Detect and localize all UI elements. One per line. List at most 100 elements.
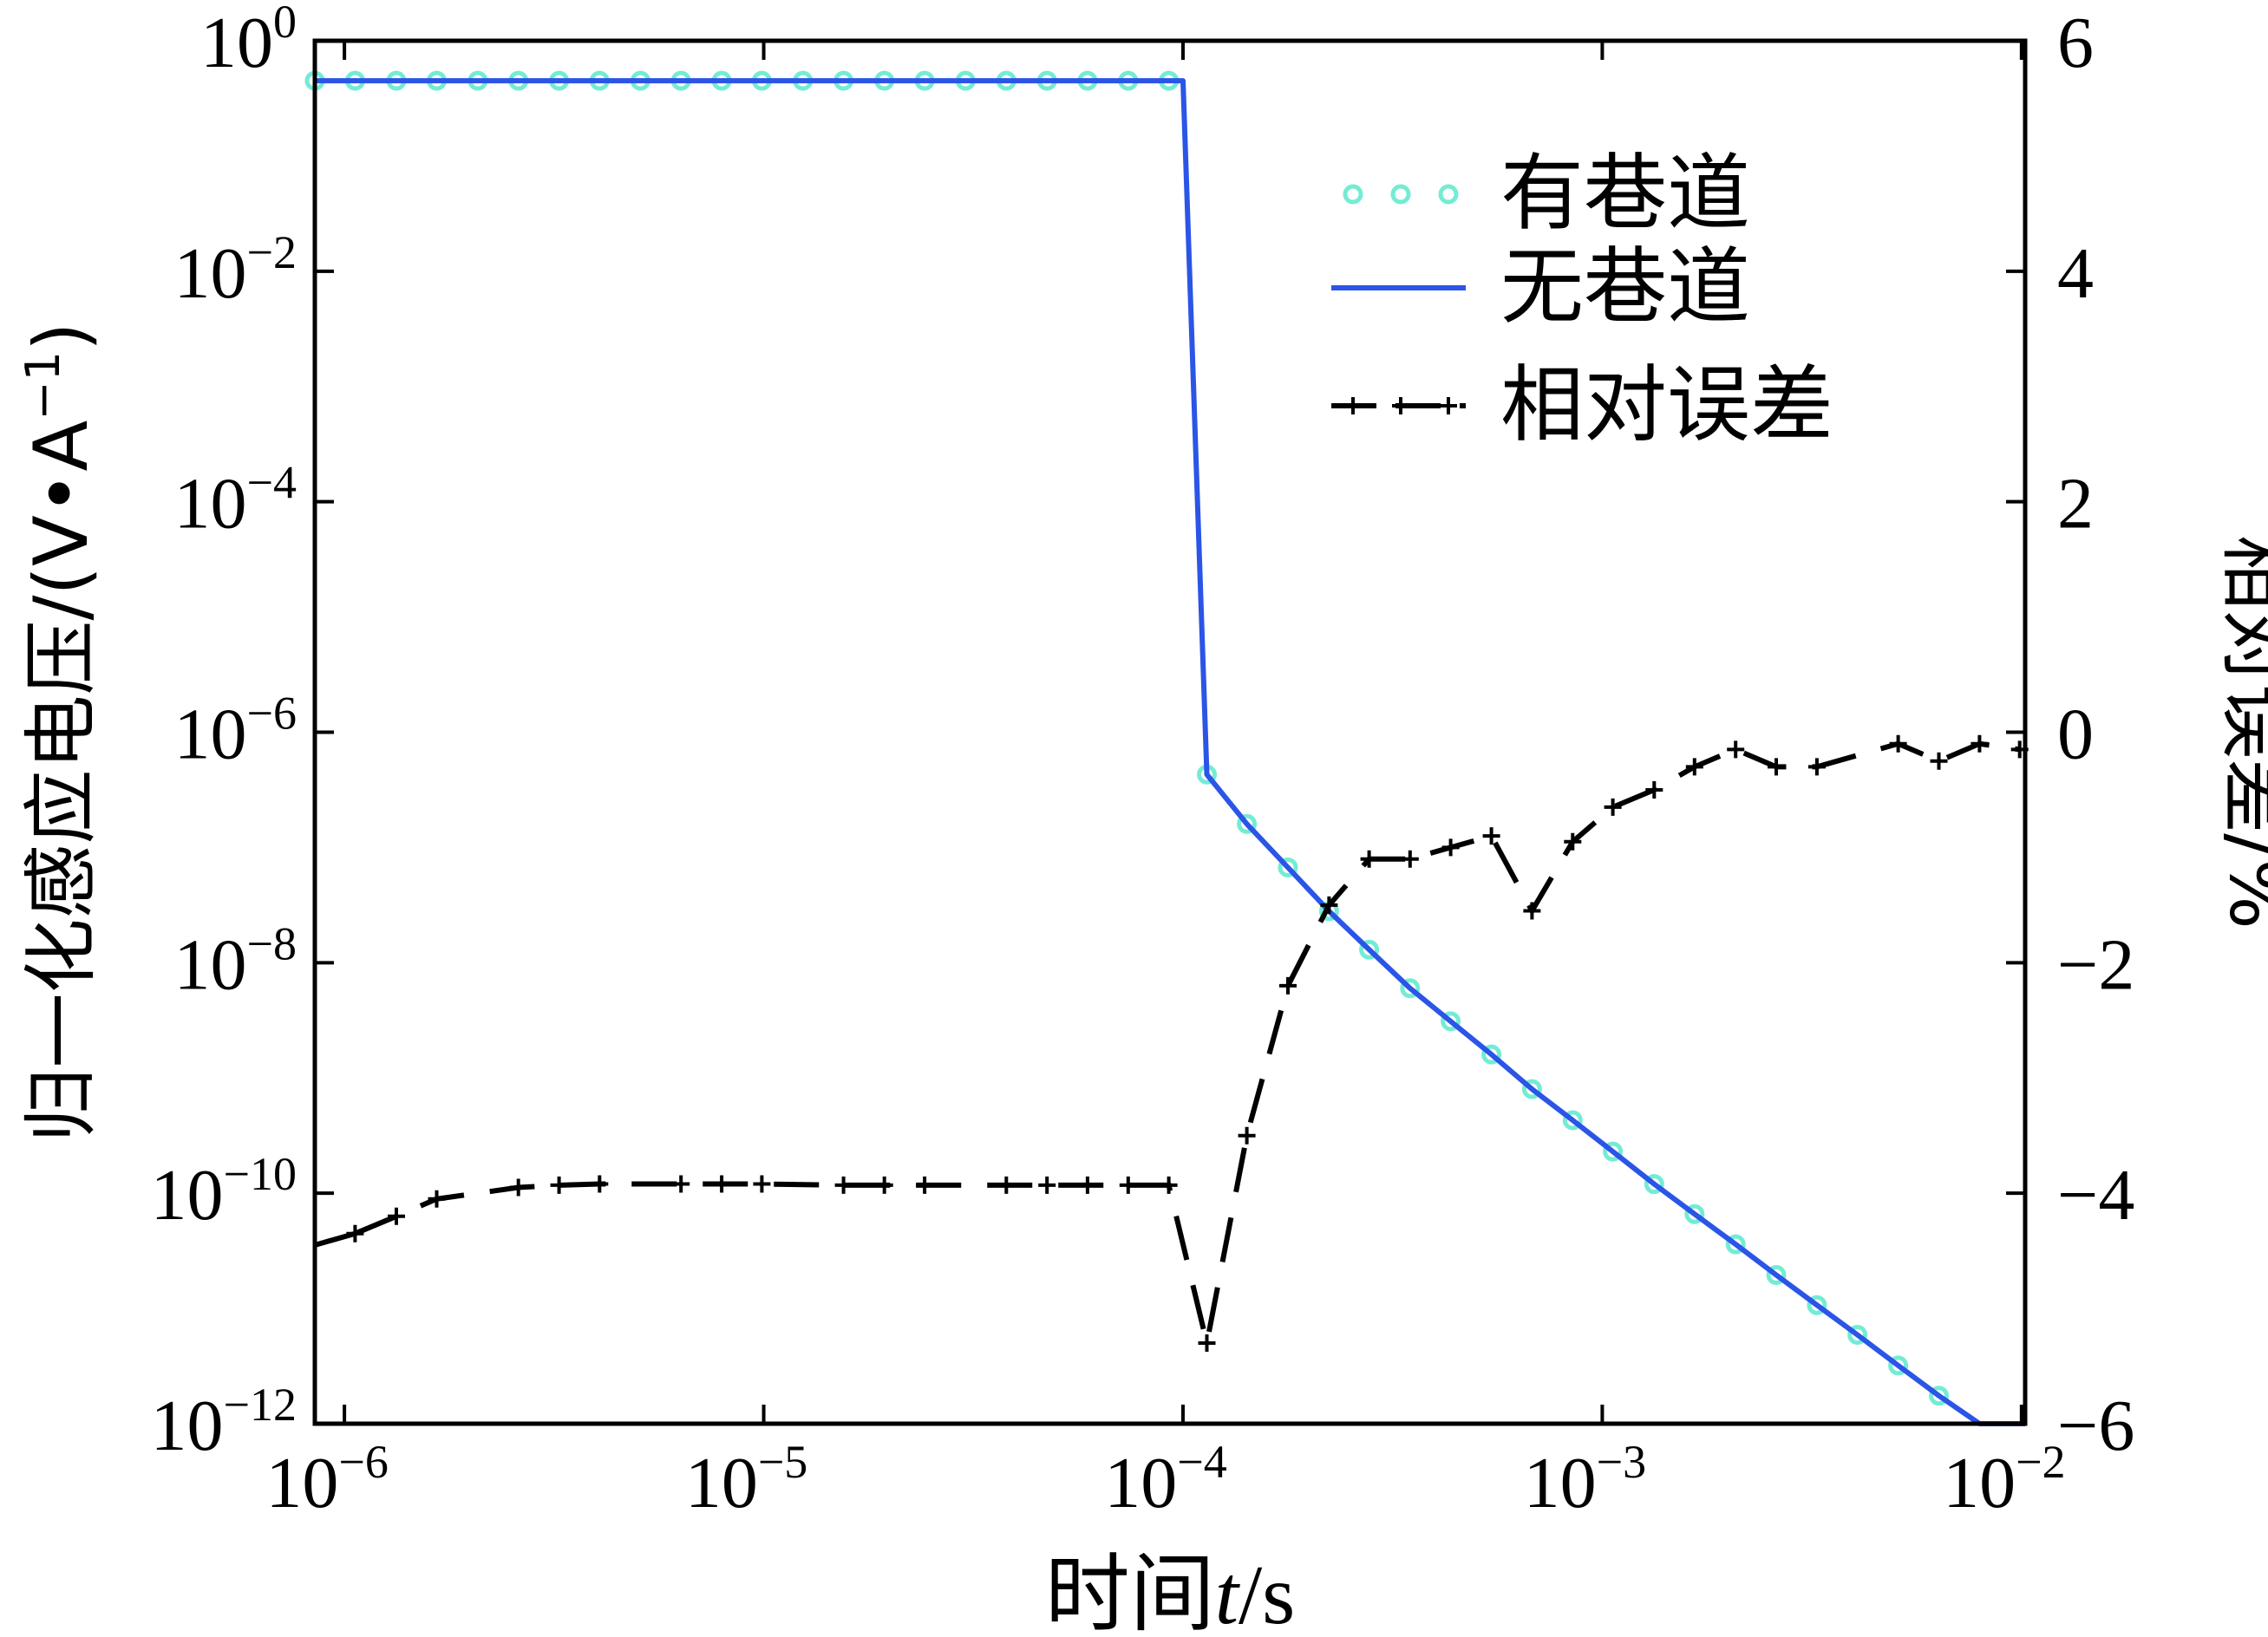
series-plus-point [997,1176,1016,1194]
legend-label: 有巷道 [1500,145,1750,242]
legend-plus-marker [1440,397,1457,414]
series-plus-point [916,1176,934,1194]
series-plus-point [1401,850,1419,868]
series-circle-point [1441,1011,1461,1032]
series-plus-point [1889,734,1907,753]
series-plus-point [1645,781,1663,799]
series-plus-point [1807,758,1826,776]
y-right-tick-label: −4 [2057,1155,2134,1236]
y-left-tick-label: 10−6 [174,688,297,775]
x-tick-label: 10−4 [1104,1436,1226,1523]
series-circle-point [1481,1044,1502,1065]
series-circle-point [1684,1203,1705,1224]
series-plus-point [550,1176,568,1194]
y-left-tick-label: 100 [200,0,297,83]
y-left-tick-label: 10−10 [151,1148,297,1236]
y-right-tick-label: −6 [2057,1386,2134,1466]
y-right-tick-label: −2 [2057,924,2134,1005]
series-circle-point [1521,1079,1542,1099]
series-plus-point [1768,758,1785,776]
legend-circle-marker [1438,184,1459,205]
legend-label: 相对误差 [1500,356,1833,453]
series-plus-point [1198,1334,1216,1352]
y-left-axis-title-superscript: −1 [16,351,70,421]
series-layer [304,70,2029,1426]
series-circle-point [1725,1234,1746,1255]
series-circle-point [1237,813,1258,834]
series-circle-point [1888,1355,1909,1376]
legend-circle-marker [1343,184,1363,205]
legend-item: 相对误差 [1331,356,1833,453]
series-circle-point [1359,939,1380,960]
x-axis-title-variable: t [1215,1549,1241,1637]
series-solid-line [315,78,2025,1426]
y-left-axis-title-text: 归一化感应电压/(V•A [18,420,105,1142]
series-plus-point [713,1175,731,1193]
series-plus-point [834,1176,853,1194]
series-plus-point [672,1175,690,1193]
y-left-tick-label: 10−12 [151,1379,297,1466]
series-plus-point [1238,1126,1256,1145]
y-left-axis-title: 归一化感应电压/(V•A−1) [16,322,105,1142]
series-circle-point [1929,1386,1949,1406]
series-plus-point [346,1224,364,1242]
y-right-axis-title: 相对误差/% [2212,535,2268,929]
y-left-tick-label: 10−4 [174,457,297,545]
series-circle-point [1847,1325,1868,1345]
series-plus-point [875,1176,893,1194]
series-plus-point [1119,1176,1137,1194]
x-tick-label: 10−2 [1943,1436,2065,1523]
series-plus-markers [346,734,2029,1352]
series-plus-point [1320,896,1338,914]
y-right-tick-label: 4 [2057,233,2094,314]
series-plus-point [1727,740,1745,759]
series-plus-point [1971,734,1989,753]
x-axis-title-prefix: 时间 [1045,1545,1215,1637]
series-circle-point [1766,1265,1787,1285]
series-dashed-line [314,740,2021,1344]
series-plus-point [1279,976,1297,995]
x-axis-title-unit: /s [1239,1549,1295,1637]
series-circle-point [1562,1110,1583,1131]
y-right-tick-label: 0 [2057,695,2094,775]
series-plus-point [1685,758,1703,776]
legend-label: 无巷道 [1500,238,1750,336]
series-circle-point [1278,858,1298,877]
series-plus-point [1360,850,1378,868]
series-plus-point [509,1178,527,1197]
legend-item: 无巷道 [1331,238,1750,336]
series-plus-point [1160,1176,1178,1194]
x-axis-title: 时间t/s [1045,1545,1296,1637]
x-tick-label: 10−6 [265,1436,388,1523]
series-plus-point [1523,902,1541,920]
x-tick-label: 10−5 [685,1436,807,1523]
series-plus-point [1930,752,1948,770]
series-plus-point [591,1175,609,1193]
legend-item: 有巷道 [1343,145,1750,242]
series-circle-point [1603,1141,1624,1162]
legend-plus-marker [1392,397,1409,414]
y-left-tick-label: 10−8 [174,917,297,1005]
series-plus-point [1078,1176,1096,1194]
series-plus-point [1482,827,1500,845]
x-tick-label: 10−3 [1524,1436,1646,1523]
series-circle-point [1400,978,1421,999]
series-circle-point [1644,1174,1664,1195]
legend-plus-marker [1344,397,1362,414]
legend-circle-marker [1390,184,1411,205]
y-left-axis-title-close: ) [18,322,105,351]
axis-layer: 10−6 10−5 10−4 10−3 10−2 100 10−2 10−4 10−6 10−8 1… [151,0,2135,1523]
series-plus-point [753,1175,771,1193]
series-plus-point [1604,798,1622,816]
series-plus-point [1038,1176,1056,1194]
y-right-tick-label: 6 [2057,3,2094,83]
y-right-tick-label: 2 [2057,464,2094,545]
y-left-tick-label: 10−2 [174,226,297,314]
series-plus-point [388,1207,405,1225]
series-plus-point [428,1190,446,1208]
series-circle-point [1807,1295,1827,1315]
series-plus-point [1564,832,1582,851]
series-plus-point [1441,838,1460,857]
